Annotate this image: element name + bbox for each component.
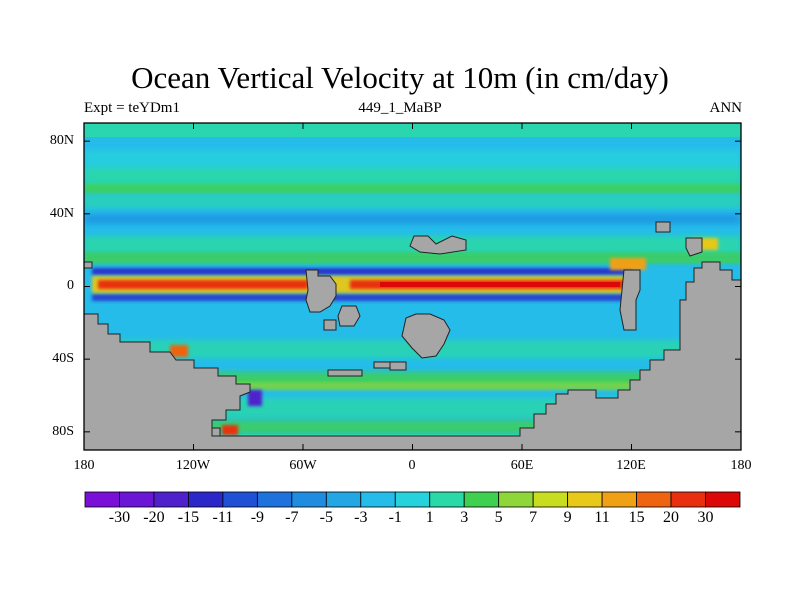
colorbar-swatch [463, 491, 500, 508]
lon-label-0: 0 [408, 458, 416, 473]
colorbar-swatch [119, 491, 155, 508]
colorbar-swatch [291, 491, 327, 508]
colorbar-label: 11 [594, 509, 610, 526]
colorbar-swatch [360, 491, 396, 508]
colorbar-swatch [601, 491, 637, 508]
colorbar-label: -30 [108, 509, 131, 526]
colorbar-swatch [153, 491, 189, 508]
colorbar-swatch [188, 491, 224, 508]
lat-label-40s: 40S [52, 351, 74, 366]
colorbar-swatch [532, 491, 569, 508]
colorbar-label: 9 [563, 509, 572, 526]
lat-label-40n: 40N [49, 206, 74, 221]
colorbar-swatch [498, 491, 534, 508]
lon-label-180e: 180 [730, 458, 752, 473]
colorbar-swatch [636, 491, 672, 508]
colorbar-swatch [222, 491, 258, 508]
colorbar-label: -3 [354, 509, 368, 526]
colorbar-swatch [705, 491, 741, 508]
experiment-label: Expt = teYDm1 [84, 100, 180, 116]
colorbar-swatch [325, 491, 362, 508]
colorbar-label: -11 [212, 509, 234, 526]
lon-label-60e: 60E [510, 458, 534, 473]
colorbar-swatch [670, 491, 706, 508]
map-title: Ocean Vertical Velocity at 10m (in cm/da… [131, 60, 669, 95]
colorbar-label: -9 [250, 509, 265, 526]
colorbar-swatch [84, 491, 120, 508]
colorbar-label: 30 [697, 509, 714, 526]
colorbar-label: -15 [177, 509, 200, 526]
time-period-label: 449_1_MaBP [358, 100, 442, 116]
lon-label-60w: 60W [289, 458, 317, 473]
lon-label-180w: 180 [73, 458, 95, 473]
land-mask [83, 221, 742, 451]
colorbar [84, 491, 741, 508]
colorbar-label: 7 [529, 509, 538, 526]
colorbar-label: -20 [143, 509, 165, 526]
colorbar-label: -5 [319, 509, 333, 526]
season-label: ANN [709, 100, 743, 116]
colorbar-label: -7 [285, 509, 299, 526]
lat-label-80n: 80N [49, 133, 74, 148]
colorbar-swatch [567, 491, 603, 508]
lon-label-120e: 120E [616, 458, 646, 473]
colorbar-label: 20 [663, 509, 680, 526]
colorbar-swatch [256, 491, 293, 508]
lat-label-80s: 80S [52, 424, 74, 439]
colorbar-label: 5 [494, 509, 503, 526]
colorbar-swatch [429, 491, 465, 508]
colorbar-label: 3 [460, 509, 469, 526]
latitude-ticks [84, 140, 741, 433]
colorbar-label: -1 [388, 509, 402, 526]
colorbar-label: 1 [425, 509, 434, 526]
colorbar-label: 15 [628, 509, 645, 526]
ocean-field [84, 123, 741, 450]
lat-label-equator: 0 [67, 278, 74, 293]
lon-label-120w: 120W [175, 458, 211, 473]
colorbar-swatch [394, 491, 431, 508]
longitude-ticks [83, 123, 742, 450]
